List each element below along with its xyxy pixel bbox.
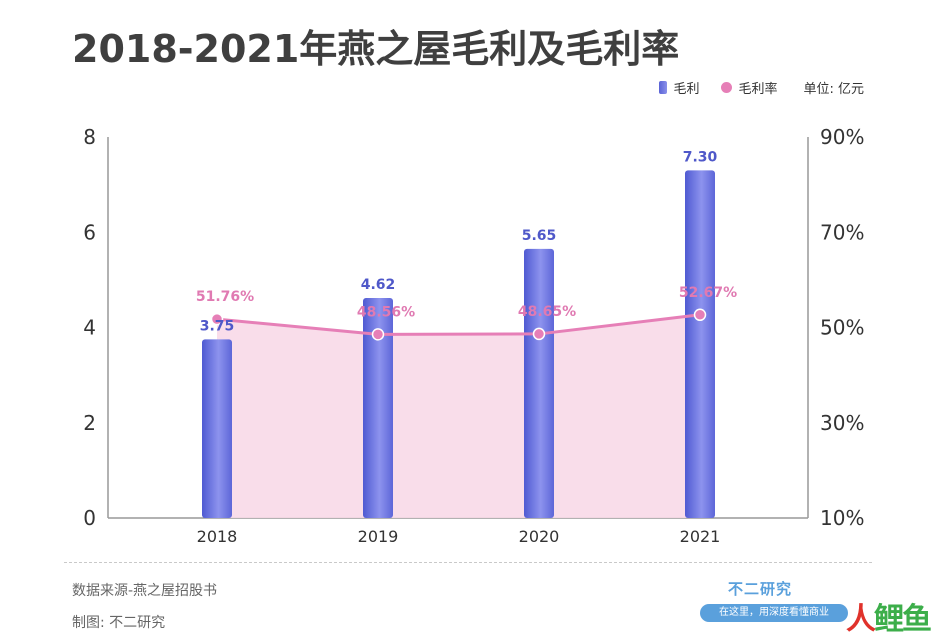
data-source: 数据来源-燕之屋招股书 (72, 583, 218, 599)
x-tick-2021: 2021 (680, 527, 721, 546)
margin-area (217, 314, 700, 518)
margin-point-2019 (371, 328, 385, 341)
corner-logo: 人鲤鱼 (846, 602, 932, 637)
bar-label-2018: 3.75 (200, 318, 235, 334)
brand-logo-text: 不二研究 (727, 580, 792, 598)
legend-bar-swatch (659, 81, 668, 94)
legend-item-bar: 毛利 (659, 78, 699, 97)
line-label-2021: 52.67% (679, 285, 737, 301)
line-label-2018: 51.76% (196, 289, 254, 305)
bar-2020 (524, 248, 554, 518)
chart-maker: 制图: 不二研究 (72, 615, 166, 631)
y-left-tick-0: 0 (83, 506, 96, 530)
margin-point-2018 (210, 312, 224, 326)
bar-2019 (363, 297, 393, 518)
brand-tagline: 在这里，用深度看懂商业 (700, 604, 848, 622)
margin-point-2021 (693, 308, 707, 322)
legend-line-label: 毛利率 (738, 82, 778, 97)
y-left-tick-6: 6 (83, 220, 96, 244)
legend-item-line: 毛利率 (721, 78, 777, 97)
y-right-tick-50%: 50% (820, 316, 864, 340)
y-right-tick-30%: 30% (820, 411, 864, 435)
y-left-tick-2: 2 (83, 411, 96, 435)
x-tick-2019: 2019 (358, 527, 399, 546)
margin-point-2020 (532, 327, 546, 341)
x-tick-2020: 2020 (519, 527, 560, 546)
y-left-tick-8: 8 (83, 125, 96, 149)
bar-label-2021: 7.30 (683, 149, 718, 165)
y-right-tick-70%: 70% (820, 220, 864, 244)
y-left-tick-4: 4 (83, 316, 96, 340)
line-label-2019: 48.56% (357, 304, 415, 320)
legend-line-swatch (721, 82, 733, 93)
x-tick-2018: 2018 (197, 527, 238, 546)
bar-label-2019: 4.62 (361, 277, 396, 293)
line-label-2020: 48.65% (518, 304, 576, 320)
unit-label: 单位: 亿元 (803, 82, 864, 97)
bar-label-2020: 5.65 (522, 228, 557, 244)
chart-plot: 3.75 4.62 5.65 7.30 51.76% 48.56% 48.65% 52.67%… (83, 125, 864, 546)
legend: 毛利 毛利率 单位: 亿元 (645, 78, 864, 97)
y-right-tick-10%: 10% (820, 506, 864, 530)
legend-bar-label: 毛利 (673, 82, 700, 97)
margin-line (216, 313, 701, 336)
bar-2021 (685, 170, 715, 518)
bar-2018 (202, 339, 232, 518)
footer-divider (64, 562, 872, 563)
y-right-tick-90%: 90% (820, 125, 864, 149)
chart-title: 2018-2021年燕之屋毛利及毛利率 (72, 27, 680, 71)
